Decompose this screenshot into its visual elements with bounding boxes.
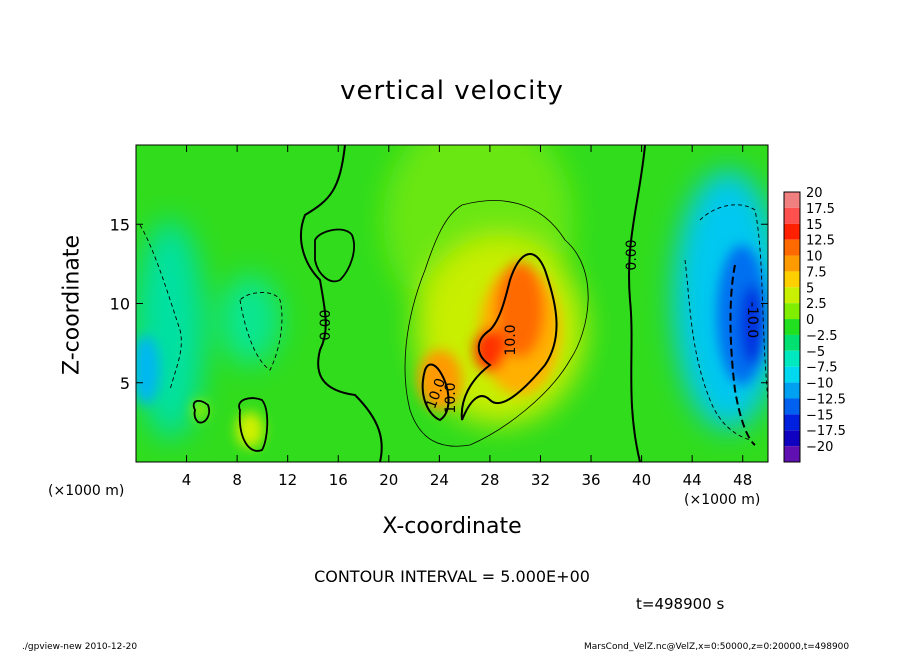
x-tick-label: 24 (430, 471, 449, 489)
x-unit-label-left: (×1000 m) (48, 483, 125, 499)
colorbar-level-label: 12.5 (806, 234, 835, 249)
colorbar-level-label: −2.5 (806, 329, 838, 344)
y-tick-label: 10 (110, 295, 130, 314)
colorbar-swatch (784, 207, 800, 224)
contour-label: 10.0 (503, 324, 519, 355)
time-label: t=498900 s (636, 595, 725, 613)
contour-lines (139, 145, 768, 462)
x-tick-label: 32 (531, 471, 550, 489)
x-tick-label: 44 (683, 471, 702, 489)
x-tick-label: 36 (581, 471, 600, 489)
colorbar-level-label: −5 (806, 345, 825, 360)
x-tick-label: 48 (733, 471, 752, 489)
x-tick-label: 28 (480, 471, 499, 489)
colorbar-swatch (784, 334, 800, 351)
contour-label: 0.00 (624, 239, 640, 270)
x-tick-label: 40 (632, 471, 651, 489)
x-axis-ticks: 4 8 12 16 20 24 28 32 36 40 44 48 (182, 145, 752, 489)
colorbar-swatch (784, 446, 800, 462)
colorbar-level-label: −20 (806, 440, 833, 455)
colorbar-swatch (784, 430, 800, 447)
colorbar-level-label: −10 (806, 377, 833, 392)
colorbar-level-label: −17.5 (806, 424, 846, 439)
colorbar-level-label: 5 (806, 281, 814, 296)
colorbar-swatch (784, 319, 800, 335)
y-axis-ticks: 5 10 15 (110, 215, 768, 393)
y-tick-label: 5 (120, 374, 130, 393)
colorbar: 2017.51512.5107.552.50−2.5−5−7.5−10−12.5… (783, 186, 846, 463)
contour-label: -10.0 (744, 302, 760, 338)
colorbar-swatch (784, 255, 800, 272)
x-tick-label: 16 (329, 471, 348, 489)
colorbar-swatch (784, 223, 800, 240)
x-tick-label: 20 (379, 471, 398, 489)
contour-label: 10.0 (443, 382, 459, 413)
colorbar-level-label: 2.5 (806, 297, 827, 312)
colorbar-swatch (784, 287, 800, 304)
x-axis-label: X-coordinate (382, 514, 522, 539)
x-tick-label: 8 (232, 471, 242, 489)
colorbar-level-label: 20 (806, 186, 823, 201)
colorbar-swatch (784, 398, 800, 415)
contour-label: 0.00 (318, 309, 334, 340)
colorbar-level-label: 0 (806, 313, 814, 328)
x-tick-label: 4 (182, 471, 192, 489)
colorbar-swatch (784, 271, 800, 288)
heatmap-field (136, 145, 768, 462)
colorbar-swatch (784, 192, 800, 208)
colorbar-swatch (784, 350, 800, 367)
x-tick-label: 12 (278, 471, 297, 489)
colorbar-swatch (784, 303, 800, 320)
colorbar-level-label: 10 (806, 250, 823, 265)
colorbar-swatch (784, 414, 800, 431)
footer-left-text: ./gpview-new 2010-12-20 (22, 642, 138, 652)
colorbar-swatch (784, 239, 800, 256)
colorbar-level-label: 15 (806, 218, 823, 233)
colorbar-level-label: 7.5 (806, 265, 827, 280)
y-tick-label: 15 (110, 215, 130, 234)
colorbar-frame (783, 191, 801, 463)
x-unit-label-right: (×1000 m) (684, 492, 761, 508)
contour-interval-text: CONTOUR INTERVAL = 5.000E+00 (314, 567, 590, 586)
colorbar-swatch (784, 382, 800, 399)
footer-right-text: MarsCond_VelZ.nc@VelZ,x=0:50000,z=0:2000… (584, 642, 850, 652)
colorbar-level-label: −7.5 (806, 361, 838, 376)
colorbar-level-label: 17.5 (806, 202, 835, 217)
chart-title: vertical velocity (340, 76, 564, 106)
colorbar-level-label: −12.5 (806, 392, 846, 407)
colorbar-level-label: −15 (806, 408, 833, 423)
colorbar-swatch (784, 366, 800, 383)
